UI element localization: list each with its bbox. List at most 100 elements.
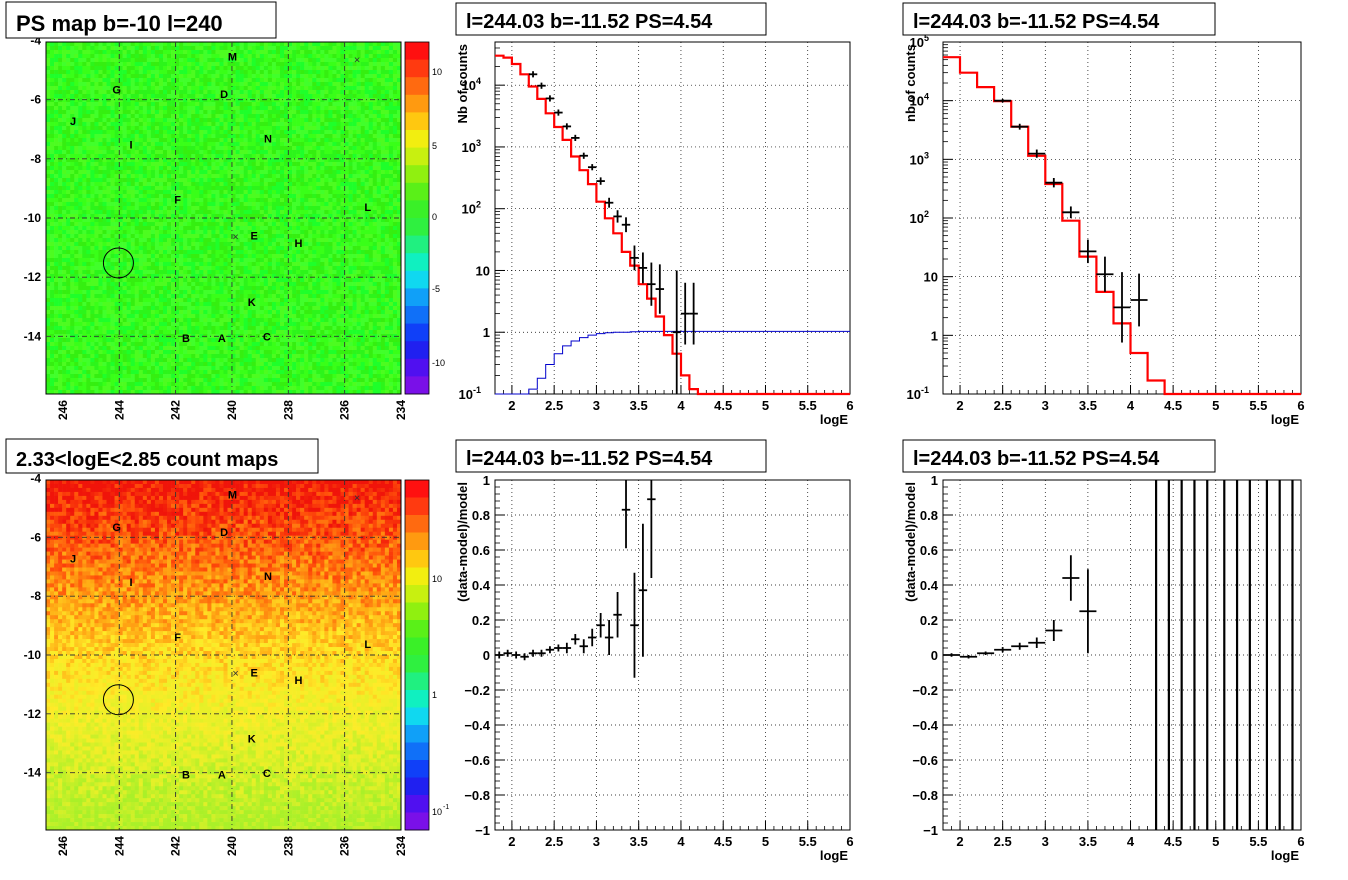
map-pixel [66, 226, 71, 231]
map-pixel [146, 130, 152, 135]
map-pixel [162, 266, 168, 271]
map-pixel [356, 134, 361, 139]
map-pixel [66, 182, 71, 187]
map-pixel [167, 182, 172, 187]
map-pixel [271, 178, 277, 183]
map-pixel [336, 242, 341, 247]
map-pixel [187, 210, 192, 215]
map-pixel [296, 106, 301, 111]
map-pixel [336, 226, 341, 231]
map-pixel [82, 142, 87, 147]
map-pixel [247, 234, 253, 239]
map-pixel [110, 102, 115, 107]
map-pixel [102, 90, 107, 95]
map-pixel [239, 94, 244, 99]
map-pixel [348, 150, 353, 155]
map-pixel [304, 86, 309, 91]
map-pixel [312, 78, 317, 83]
map-pixel [142, 242, 148, 247]
map-pixel [271, 102, 277, 107]
map-pixel [396, 146, 402, 151]
map-pixel [175, 218, 180, 223]
map-pixel [146, 82, 152, 87]
map-pixel [126, 106, 132, 111]
map-pixel [215, 146, 220, 151]
map-pixel [175, 222, 180, 227]
map-pixel [356, 58, 361, 63]
map-pixel [336, 58, 341, 63]
map-pixel [46, 202, 51, 207]
map-pixel [171, 198, 176, 203]
map-pixel [360, 82, 365, 87]
map-pixel [150, 258, 156, 263]
map-pixel [50, 130, 55, 135]
map-pixel [279, 222, 285, 227]
map-pixel [372, 178, 378, 183]
map-pixel [70, 134, 75, 139]
map-pixel [122, 222, 127, 227]
map-pixel [167, 186, 172, 191]
map-pixel [304, 70, 309, 75]
map-pixel [211, 138, 216, 143]
map-pixel [118, 50, 123, 55]
map-pixel [380, 150, 386, 155]
map-pixel [279, 138, 285, 143]
map-pixel [384, 206, 390, 211]
map-pixel [154, 238, 160, 243]
map-pixel [175, 242, 180, 247]
map-pixel [348, 218, 353, 223]
map-pixel [352, 182, 357, 187]
map-pixel [316, 170, 321, 175]
map-pixel [304, 238, 309, 243]
map-pixel [199, 202, 204, 207]
map-pixel [239, 74, 244, 79]
map-pixel [191, 130, 196, 135]
map-pixel [348, 86, 353, 91]
map-pixel [304, 266, 309, 271]
map-pixel [360, 138, 365, 143]
map-pixel [74, 258, 79, 263]
map-pixel [267, 222, 273, 227]
map-pixel [279, 250, 285, 255]
map-pixel [46, 102, 51, 107]
map-pixel [259, 46, 265, 51]
map-pixel [348, 122, 353, 127]
map-pixel [380, 110, 386, 115]
map-pixel [396, 178, 402, 183]
map-pixel [388, 190, 394, 195]
map-pixel [288, 182, 293, 187]
map-pixel [191, 246, 196, 251]
map-pixel [215, 154, 220, 159]
map-pixel [263, 202, 269, 207]
map-pixel [304, 54, 309, 59]
map-pixel [324, 86, 329, 91]
map-pixel [275, 206, 281, 211]
map-pixel [235, 122, 240, 127]
map-pixel [219, 246, 224, 251]
map-pixel [179, 126, 184, 131]
map-pixel [392, 90, 398, 95]
map-pixel [86, 162, 91, 167]
map-pixel [171, 246, 176, 251]
map-pixel [46, 142, 51, 147]
map-pixel [54, 190, 59, 195]
map-pixel [102, 202, 107, 207]
map-pixel [396, 122, 402, 127]
map-pixel [70, 206, 75, 211]
map-pixel [332, 170, 337, 175]
map-pixel [110, 230, 115, 235]
map-pixel [300, 66, 305, 71]
map-pixel [167, 146, 172, 151]
map-pixel [227, 238, 232, 243]
map-pixel [271, 98, 277, 103]
map-pixel [312, 126, 317, 131]
map-pixel [312, 150, 317, 155]
map-pixel [332, 182, 337, 187]
map-pixel [372, 162, 378, 167]
map-pixel [267, 202, 273, 207]
map-pixel [74, 154, 79, 159]
map-pixel [243, 262, 248, 267]
map-pixel [388, 134, 394, 139]
map-pixel [239, 182, 244, 187]
map-pixel [70, 186, 75, 191]
